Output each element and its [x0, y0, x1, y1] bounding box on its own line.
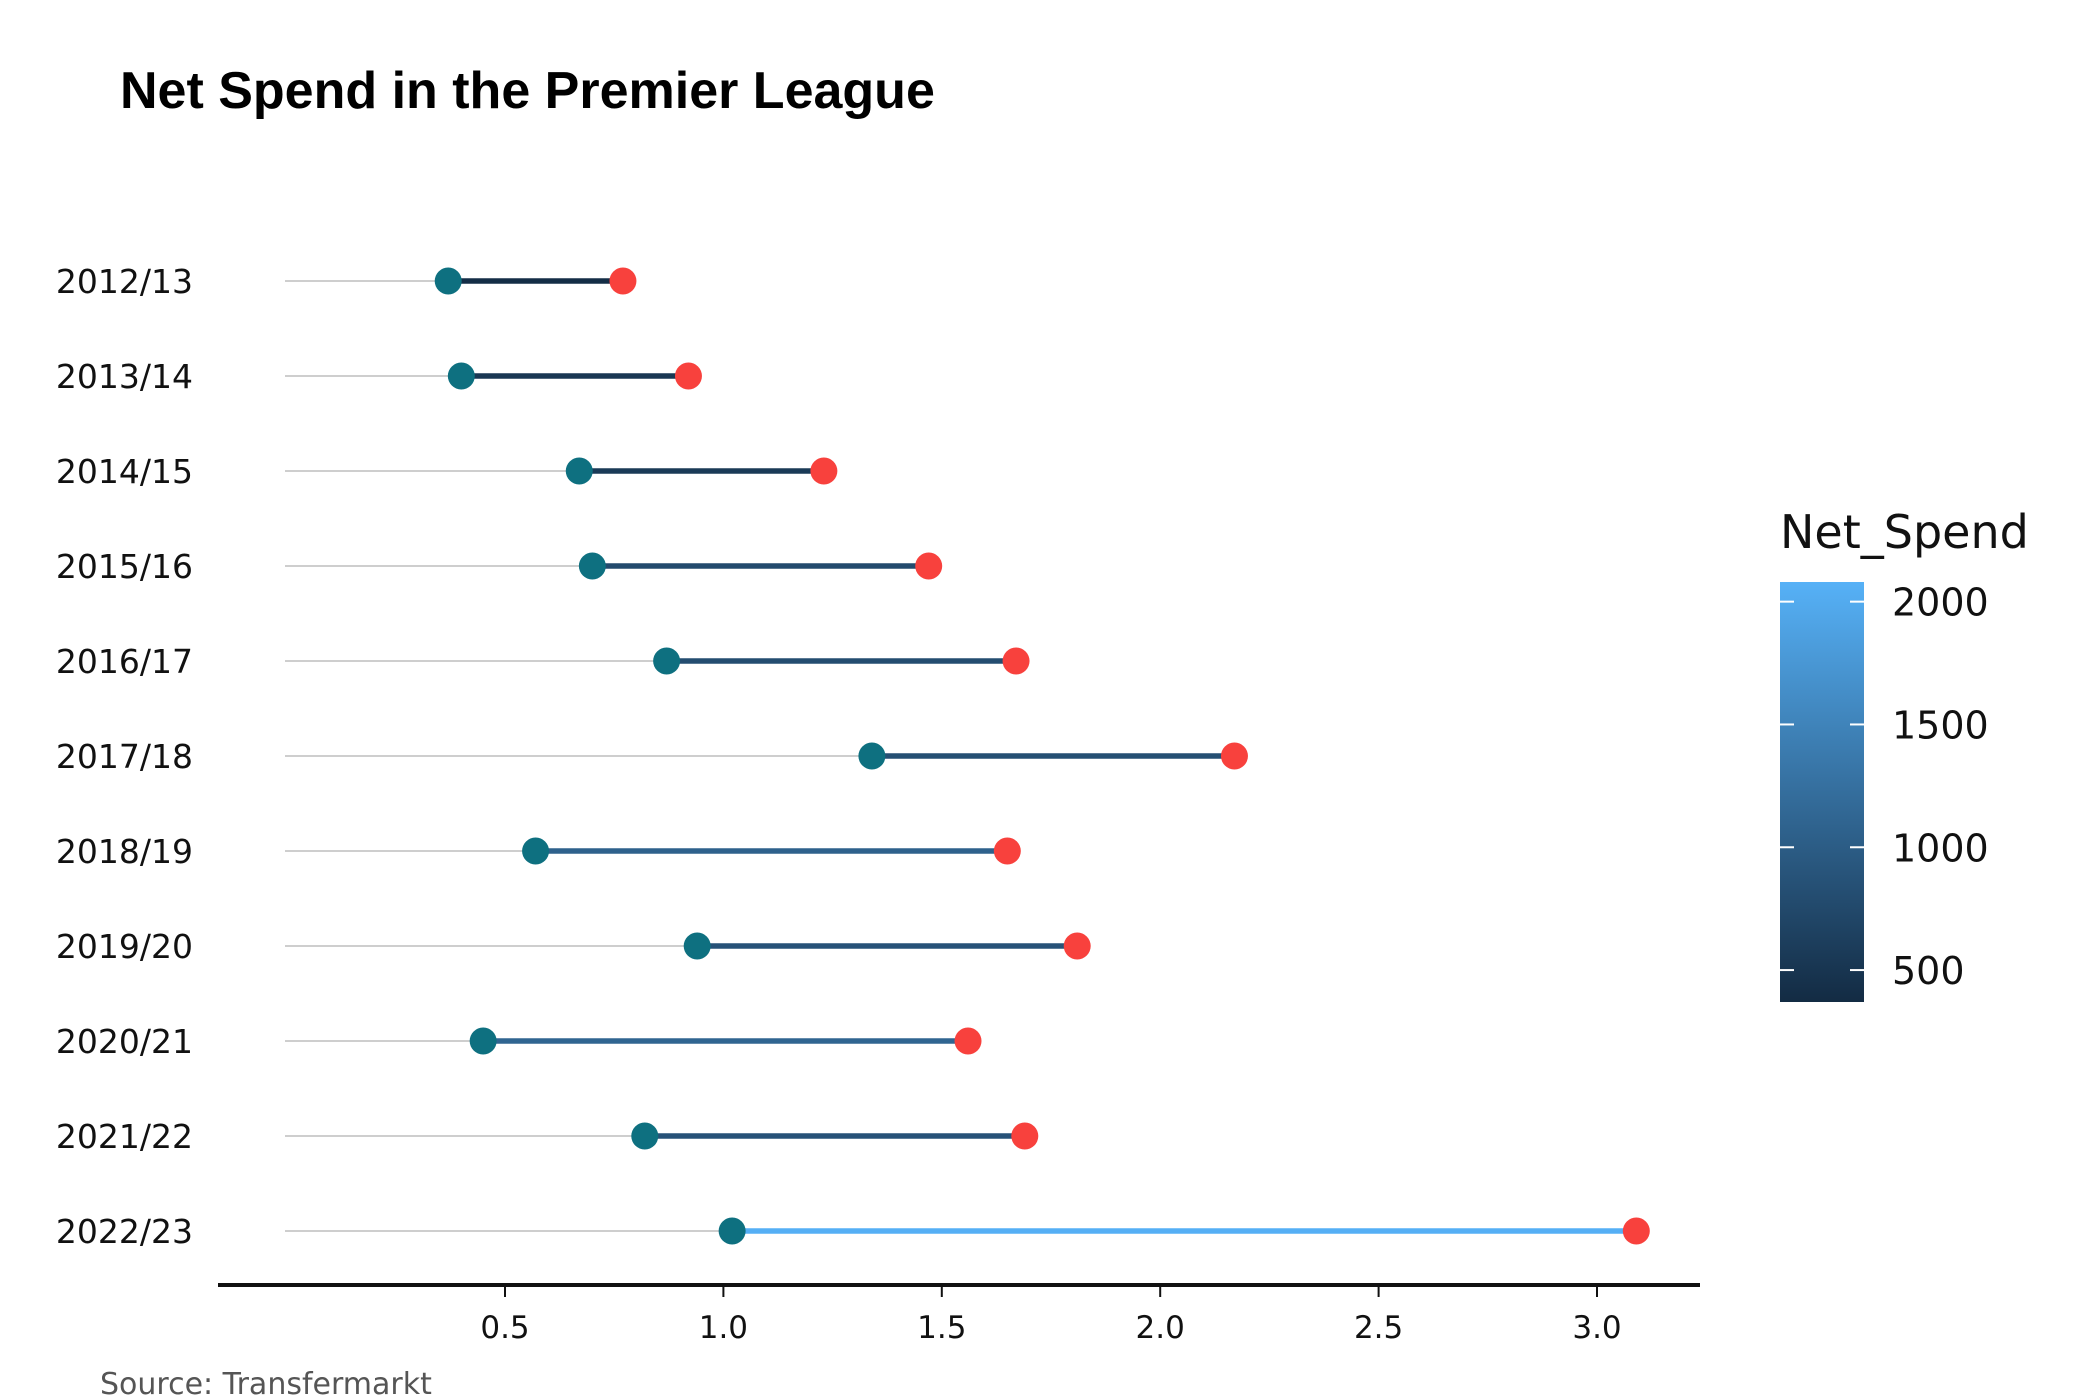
dumbbell-row: 2021/22	[56, 1117, 1039, 1156]
x-tick-label: 1.0	[699, 1310, 748, 1346]
legend: Net_Spend 2000 1500 1000 500	[1780, 505, 2029, 1002]
start-point	[683, 932, 711, 960]
dumbbell-row: 2012/13	[56, 262, 637, 301]
legend-title: Net_Spend	[1780, 505, 2029, 559]
start-point	[653, 647, 681, 675]
end-point	[954, 1027, 982, 1055]
x-tick-label: 0.5	[480, 1310, 529, 1346]
y-tick-label: 2017/18	[56, 737, 193, 776]
dumbbell-row: 2014/15	[56, 452, 838, 491]
dumbbell-row: 2020/21	[56, 1022, 982, 1061]
y-tick-label: 2022/23	[56, 1212, 193, 1251]
end-point	[1063, 932, 1091, 960]
legend-label: 1000	[1892, 826, 1989, 870]
start-point	[718, 1217, 746, 1245]
y-tick-label: 2012/13	[56, 262, 193, 301]
y-tick-label: 2019/20	[56, 927, 193, 966]
start-point	[578, 552, 606, 580]
chart-title: Net Spend in the Premier League	[120, 62, 935, 120]
y-tick-label: 2021/22	[56, 1117, 193, 1156]
x-tick-label: 1.5	[917, 1310, 966, 1346]
end-point	[915, 552, 943, 580]
legend-label: 1500	[1892, 703, 1989, 747]
start-point	[522, 837, 550, 865]
y-tick-label: 2020/21	[56, 1022, 193, 1061]
start-point	[565, 457, 593, 485]
legend-label: 500	[1892, 949, 1965, 993]
source-caption: Source: Transfermarkt	[100, 1367, 432, 1400]
end-point	[674, 362, 702, 390]
y-tick-label: 2013/14	[56, 357, 193, 396]
legend-colorbar	[1780, 582, 1864, 1002]
y-tick-label: 2018/19	[56, 832, 193, 871]
dumbbell-row: 2015/16	[56, 547, 943, 586]
plot-area: 2012/13 2013/14 2014/15 2015/16 2016/17 2017/…	[56, 262, 1650, 1251]
x-tick-label: 3.0	[1572, 1310, 1621, 1346]
x-tick-label: 2.0	[1136, 1310, 1185, 1346]
dumbbell-row: 2017/18	[56, 737, 1248, 776]
end-point	[1002, 647, 1030, 675]
end-point	[1622, 1217, 1650, 1245]
dumbbell-row: 2016/17	[56, 642, 1030, 681]
start-point	[858, 742, 886, 770]
end-point	[993, 837, 1021, 865]
dumbbell-row: 2013/14	[56, 357, 702, 396]
y-tick-label: 2016/17	[56, 642, 193, 681]
start-point	[631, 1122, 659, 1150]
x-axis-ticks: 0.5 1.0 1.5 2.0 2.5 3.0	[480, 1285, 1622, 1346]
start-point	[469, 1027, 497, 1055]
end-point	[1220, 742, 1248, 770]
dumbbell-row: 2019/20	[56, 927, 1091, 966]
y-tick-label: 2015/16	[56, 547, 193, 586]
start-point	[434, 267, 462, 295]
legend-label: 2000	[1892, 581, 1989, 625]
end-point	[1011, 1122, 1039, 1150]
end-point	[810, 457, 838, 485]
end-point	[609, 267, 637, 295]
x-tick-label: 2.5	[1354, 1310, 1403, 1346]
legend-ticks: 2000 1500 1000 500	[1780, 581, 1989, 993]
dumbbell-row: 2018/19	[56, 832, 1021, 871]
start-point	[447, 362, 475, 390]
dumbbell-row: 2022/23	[56, 1212, 1650, 1251]
y-tick-label: 2014/15	[56, 452, 193, 491]
